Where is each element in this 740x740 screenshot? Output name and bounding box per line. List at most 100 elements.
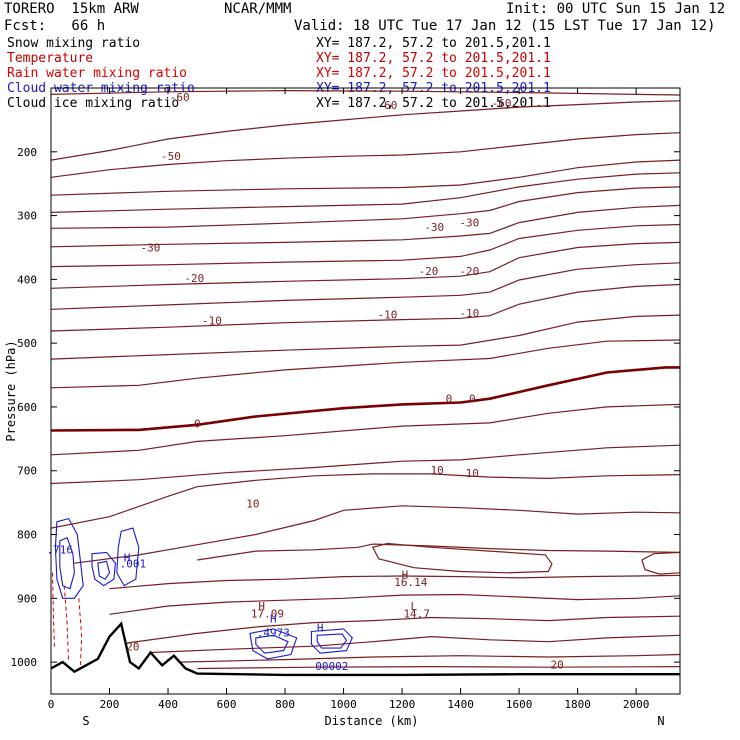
- isotherm-line: [51, 339, 680, 389]
- isotherm-line: [51, 159, 680, 196]
- isotherm-line: [51, 283, 680, 332]
- freezing-isotherm: [51, 366, 680, 432]
- cloud-water-contour: [54, 517, 84, 599]
- isotherm-line: [51, 186, 680, 229]
- contour-label: -60: [492, 97, 512, 110]
- x-axis-title: Distance (km): [325, 714, 419, 728]
- legend-label-temperature: Temperature: [7, 51, 94, 66]
- contour-label: 10: [466, 467, 479, 480]
- isotherm-line: [179, 653, 680, 663]
- closed-isotherm: [371, 542, 553, 574]
- contour-label: 0: [446, 392, 453, 405]
- x-tick-label: 1800: [564, 698, 591, 711]
- x-tick-label: 1200: [389, 698, 416, 711]
- x-tick-label: 600: [217, 698, 237, 711]
- isotherm-line: [51, 204, 680, 248]
- x-tick-label: 2000: [623, 698, 650, 711]
- contour-label: .4973: [257, 627, 290, 640]
- terrain-line: [51, 621, 680, 677]
- contour-label: H: [258, 600, 265, 613]
- legend-xy-rain: XY= 187.2, 57.2 to 201.5,201.1: [316, 66, 551, 81]
- y-tick-label: 500: [17, 337, 37, 350]
- contour-label: -50: [161, 150, 181, 163]
- init-label: Init: 00 UTC Sun 15 Jan 12: [506, 1, 726, 17]
- contour-label: -30: [424, 221, 444, 234]
- closed-isotherm: [641, 551, 680, 575]
- cloud-water-contour: [249, 628, 298, 660]
- contour-label: 10: [431, 464, 444, 477]
- x-tick-label: 1400: [447, 698, 474, 711]
- contour-label: -30: [459, 216, 479, 229]
- org-label: NCAR/MMM: [224, 1, 292, 17]
- isotherm-line: [197, 543, 680, 561]
- isotherm-line: [109, 574, 680, 590]
- contour-label: L: [410, 600, 417, 613]
- north-label: N: [657, 714, 664, 728]
- isotherm-line: [51, 89, 680, 96]
- y-tick-label: 600: [17, 401, 37, 414]
- isotherm-line: [51, 403, 680, 456]
- contour-label: H: [270, 613, 277, 626]
- plot-frame: [50, 87, 681, 695]
- isotherm-line: [51, 262, 680, 310]
- isotherm-line: [51, 241, 680, 289]
- x-tick-label: 1600: [506, 698, 533, 711]
- legend-label-snow: Snow mixing ratio: [7, 36, 141, 51]
- model-label: TORERO 15km ARW: [4, 1, 139, 17]
- isotherm-line: [51, 314, 680, 360]
- cloud-water-contour: [316, 633, 348, 649]
- contour-label: 14.7: [403, 607, 430, 620]
- contour-label: 00002: [315, 660, 348, 673]
- contour-label: H: [124, 551, 131, 564]
- legend-xy-snow: XY= 187.2, 57.2 to 201.5,201.1: [316, 36, 551, 51]
- contour-label: -30: [141, 241, 161, 254]
- y-tick-label: 400: [17, 273, 37, 286]
- y-tick-label: 200: [17, 146, 37, 159]
- cloud-water-contour: [91, 551, 116, 587]
- isotherm-line: [150, 634, 680, 654]
- fcst-label: Fcst: 66 h: [4, 18, 106, 34]
- y-tick-label: 300: [17, 210, 37, 223]
- cloud-water-contour: [310, 628, 353, 654]
- south-label: S: [82, 714, 89, 728]
- contour-label: -60: [170, 91, 190, 104]
- isotherm-line: [109, 593, 680, 615]
- isotherm-line: [74, 505, 680, 564]
- isotherm-line: [197, 665, 680, 670]
- contour-label: -10: [459, 307, 479, 320]
- contour-label: -20: [418, 265, 438, 278]
- legend-label-rain: Rain water mixing ratio: [7, 66, 188, 81]
- isotherm-line: [51, 473, 680, 529]
- contour-label: -10: [378, 308, 398, 321]
- cloud-water-contour: [97, 560, 111, 580]
- x-tick-label: 1000: [330, 698, 357, 711]
- contour-label: 20: [126, 641, 139, 654]
- contour-label: .716: [47, 544, 74, 557]
- x-tick-label: 800: [275, 698, 295, 711]
- legend-xy-temperature: XY= 187.2, 57.2 to 201.5,201.1: [316, 51, 551, 66]
- rain-water-contour: [63, 585, 70, 663]
- contour-label: H: [317, 621, 324, 634]
- contour-label: 20: [551, 658, 564, 671]
- legend-label-cloud-ice: Cloud ice mixing ratio: [7, 96, 180, 111]
- contour-label: .001: [120, 558, 147, 571]
- isotherm-line: [127, 615, 680, 644]
- isotherm-line: [51, 100, 680, 161]
- rain-water-contour: [78, 598, 83, 669]
- contour-label: 16.14: [394, 576, 427, 589]
- contour-label: -10: [202, 315, 222, 328]
- y-tick-label: 700: [17, 465, 37, 478]
- y-tick-label: 900: [17, 592, 37, 605]
- y-axis-title: Pressure (hPa): [4, 340, 18, 441]
- contour-label: 0: [194, 417, 201, 430]
- x-tick-label: 400: [158, 698, 178, 711]
- cloud-water-contour: [255, 634, 289, 654]
- isotherm-line: [51, 223, 680, 268]
- isotherm-line: [51, 132, 680, 178]
- isotherm-line: [51, 444, 680, 485]
- rain-water-contour: [52, 572, 55, 650]
- contour-label: H: [402, 569, 409, 582]
- cloud-water-contour: [116, 527, 140, 587]
- cloud-water-contour: [59, 536, 75, 590]
